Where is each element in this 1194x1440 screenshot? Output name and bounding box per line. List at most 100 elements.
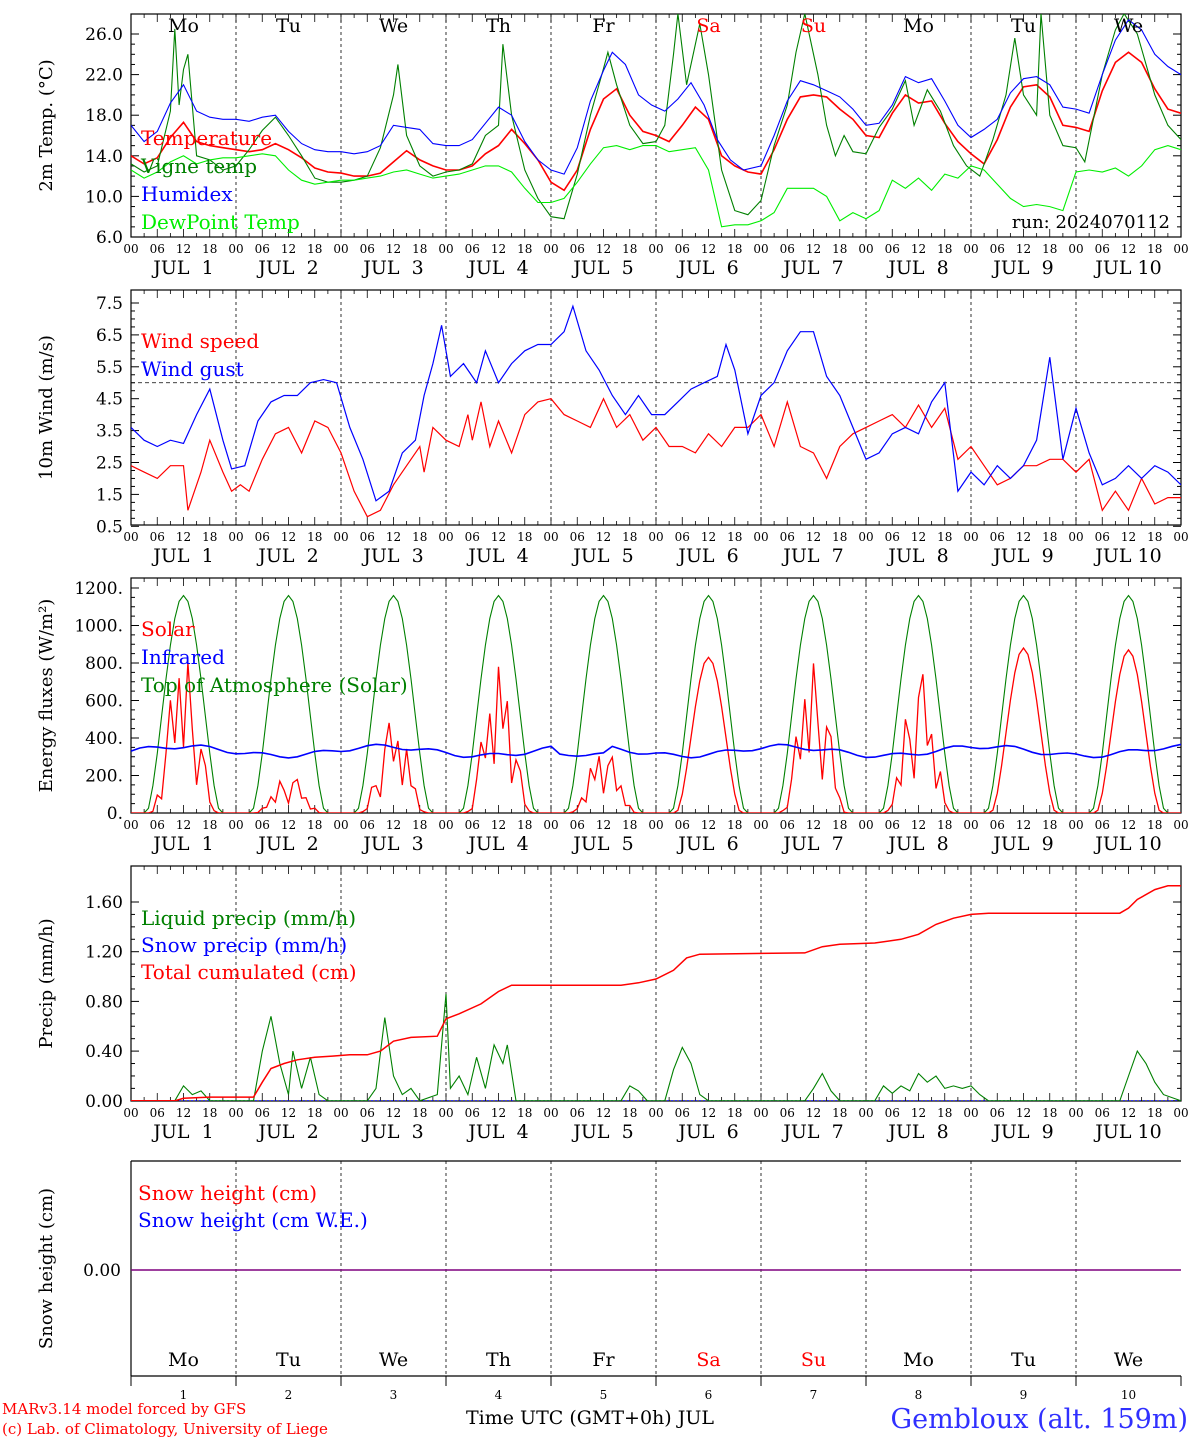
date-label: JUL 3 [361,833,423,855]
y-tick-label: 0.40 [85,1042,123,1062]
hour-label: 06 [150,818,165,832]
panel-2: 0.5 1.5 2.5 3.5 4.5 5.5 6.5 7.5 10m Wind (m/s) Wi… [36,289,1189,567]
hour-label: 06 [255,242,270,256]
hour-label: 18 [412,242,427,256]
hour-label: 18 [202,1106,217,1120]
hour-label: 06 [780,530,795,544]
day-number-label: 10 [1121,1388,1136,1402]
hour-label: 06 [885,530,900,544]
date-label: JUL 4 [466,545,528,567]
hour-label: 18 [412,530,427,544]
date-label: JUL 5 [571,833,633,855]
y-tick-label: 0.00 [85,1092,123,1112]
hour-label: 06 [675,530,690,544]
hour-label: 12 [386,530,401,544]
hour-label: 00 [333,530,348,544]
hour-label: 06 [570,1106,585,1120]
hour-label: 18 [622,818,637,832]
hour-label: 06 [465,530,480,544]
y-tick-label: 14.0 [85,147,123,167]
hour-label: 12 [281,242,296,256]
series-line-temperature [131,51,1181,192]
legend-entry: Top of Atmosphere (Solar) [141,673,408,697]
hour-label: 00 [543,530,558,544]
hour-label: 12 [1121,242,1136,256]
hour-label: 00 [1173,530,1188,544]
date-label: JUL 5 [571,545,633,567]
hour-label: 12 [491,1106,506,1120]
y-tick-label: 22.0 [85,66,123,86]
hour-label: 18 [727,530,742,544]
date-label: JUL 9 [991,833,1053,855]
date-label: JUL 9 [991,257,1053,279]
weekday-label: Th [486,15,511,37]
hour-label: 12 [176,1106,191,1120]
hour-label: 00 [858,818,873,832]
hour-label: 06 [675,818,690,832]
hour-label: 12 [281,530,296,544]
hour-label: 06 [255,1106,270,1120]
y-tick-label: 1.60 [85,893,123,913]
run-label: run: 2024070112 [1012,212,1170,233]
hour-label: 00 [753,242,768,256]
hour-label: 12 [1121,1106,1136,1120]
hour-label: 00 [123,530,138,544]
legend-entry: Vigne temp [140,154,257,178]
hour-label: 00 [228,530,243,544]
legend-entry: Temperature [141,126,272,150]
day-number-label: 8 [915,1388,923,1402]
hour-label: 12 [281,1106,296,1120]
date-label: JUL 7 [781,257,843,279]
hour-label: 00 [963,818,978,832]
hour-label: 12 [1016,818,1031,832]
hour-label: 00 [858,1106,873,1120]
panel-1: 6.0 10.0 14.0 18.0 22.0 26.0 2m Temp. (°C) Temp… [36,13,1189,279]
hour-label: 00 [123,242,138,256]
hour-label: 00 [228,818,243,832]
hour-label: 06 [1095,242,1110,256]
y-tick-label: 1000. [74,617,123,637]
hour-label: 00 [963,1106,978,1120]
time-axis-title: Time UTC (GMT+0h) JUL [466,1407,714,1429]
hour-label: 00 [543,242,558,256]
hour-label: 12 [911,818,926,832]
hour-label: 00 [858,242,873,256]
day-number-label: 5 [600,1388,608,1402]
hour-label: 18 [1147,530,1162,544]
y-tick-label: 0.00 [83,1261,121,1281]
panels: 6.0 10.0 14.0 18.0 22.0 26.0 2m Temp. (°C) Temp… [36,13,1189,1402]
date-label: JUL 3 [361,257,423,279]
date-label: JUL 6 [676,833,738,855]
weekday-label: Su [801,15,826,37]
hour-label: 00 [228,1106,243,1120]
day-number-label: 7 [810,1388,818,1402]
hour-label: 06 [990,242,1005,256]
hour-label: 18 [202,242,217,256]
y-tick-label: 5.5 [96,358,123,378]
y-tick-label: 1.20 [85,943,123,963]
hour-label: 18 [202,530,217,544]
hour-label: 00 [753,530,768,544]
y-tick-label: 26.0 [85,25,123,45]
hour-label: 00 [1068,242,1083,256]
hour-label: 00 [543,1106,558,1120]
hour-label: 06 [360,818,375,832]
hour-label: 12 [1016,242,1031,256]
weekday-label: Mo [903,15,934,37]
legend-entry: DewPoint Temp [141,210,300,234]
hour-label: 06 [780,242,795,256]
hour-label: 12 [701,818,716,832]
hour-label: 12 [491,818,506,832]
legend-entry: Snow height (cm W.E.) [138,1208,368,1232]
hour-label: 18 [1147,242,1162,256]
y-tick-label: 10.0 [85,187,123,207]
hour-label: 06 [465,242,480,256]
date-label: JUL 2 [256,833,318,855]
hour-label: 06 [465,818,480,832]
hour-label: 18 [937,818,952,832]
hour-label: 00 [543,818,558,832]
day-number-label: 3 [390,1388,398,1402]
y-tick-label: 400. [85,729,123,749]
date-label: JUL 8 [886,545,948,567]
day-number-label: 4 [495,1388,503,1402]
